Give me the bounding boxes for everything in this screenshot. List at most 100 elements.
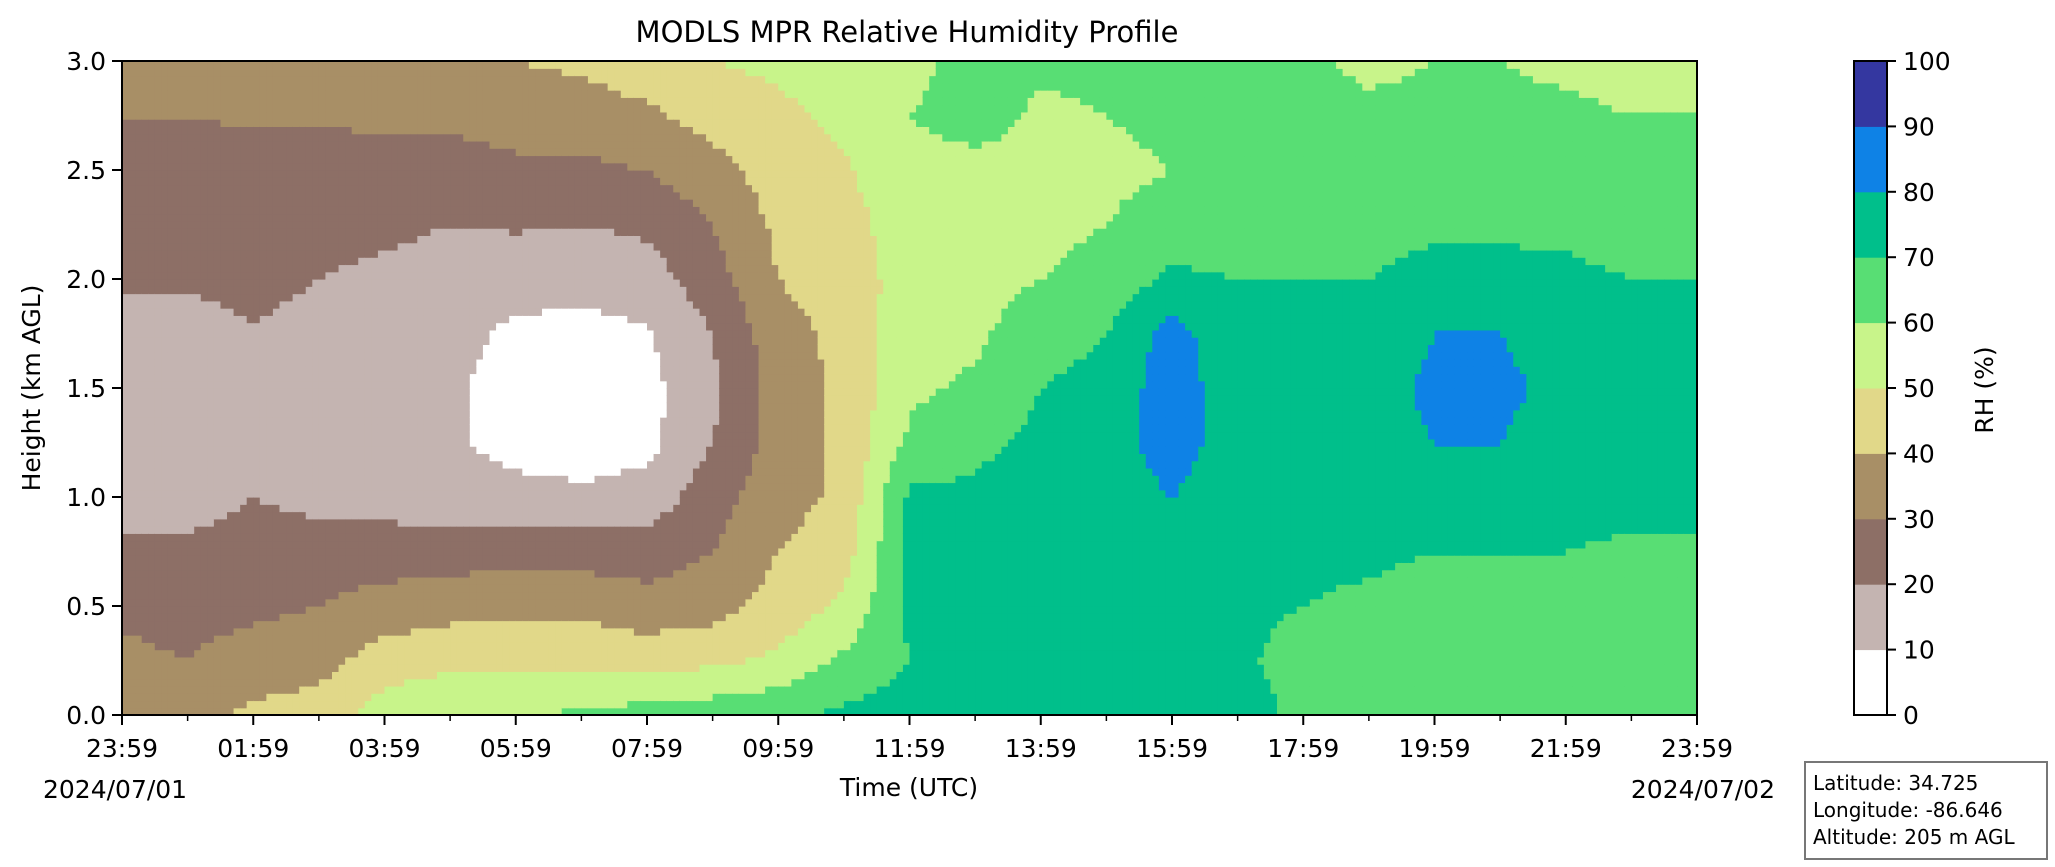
heatmap-cell [345,403,352,411]
heatmap-cell [319,388,326,396]
heatmap-cell [175,504,182,512]
heatmap-cell [483,432,490,440]
heatmap-cell [129,126,136,134]
heatmap-cell [306,294,313,302]
heatmap-cell [450,693,457,701]
heatmap-cell [122,76,129,84]
heatmap-cell [319,519,326,527]
heatmap-cell [227,664,234,672]
heatmap-cell [260,504,267,512]
heatmap-cell [266,395,273,403]
heatmap-cell [214,635,221,643]
heatmap-cell [161,199,168,207]
heatmap-cell [365,272,372,280]
heatmap-cell [122,432,129,440]
heatmap-cell [398,330,405,338]
heatmap-cell [266,359,273,367]
heatmap-cell [463,657,470,665]
heatmap-cell [345,475,352,483]
heatmap-cell [470,359,477,367]
heatmap-cell [437,279,444,287]
heatmap-cell [266,504,273,512]
heatmap-cell [437,76,444,84]
heatmap-cell [325,482,332,490]
heatmap-cell [260,642,267,650]
heatmap-cell [319,126,326,134]
heatmap-cell [391,264,398,272]
heatmap-cell [358,76,365,84]
heatmap-cell [332,214,339,222]
heatmap-cell [135,221,142,229]
heatmap-cell [319,177,326,185]
heatmap-cell [371,83,378,91]
heatmap-cell [142,671,149,679]
heatmap-cell [345,548,352,556]
heatmap-cell [247,657,254,665]
heatmap-cell [385,315,392,323]
heatmap-cell [358,155,365,163]
heatmap-cell [306,344,313,352]
heatmap-cell [253,468,260,476]
heatmap-cell [122,279,129,287]
heatmap-cell [207,439,214,447]
heatmap-cell [404,541,411,549]
heatmap-cell [293,628,300,636]
heatmap-cell [332,526,339,534]
heatmap-cell [220,61,227,69]
heatmap-cell [286,126,293,134]
heatmap-cell [220,453,227,461]
heatmap-cell [450,163,457,171]
heatmap-cell [155,533,162,541]
heatmap-cell [129,519,136,527]
heatmap-cell [207,548,214,556]
heatmap-cell [411,693,418,701]
heatmap-cell [444,548,451,556]
heatmap-cell [234,61,241,69]
heatmap-cell [430,134,437,142]
heatmap-cell [286,519,293,527]
heatmap-cell [339,512,346,520]
heatmap-cell [470,344,477,352]
heatmap-cell [385,548,392,556]
heatmap-cell [148,301,155,309]
heatmap-cell [385,693,392,701]
heatmap-cell [339,177,346,185]
heatmap-cell [135,373,142,381]
heatmap-cell [391,177,398,185]
heatmap-cell [378,468,385,476]
heatmap-cell [404,621,411,629]
heatmap-cell [332,272,339,280]
heatmap-cell [122,395,129,403]
heatmap-cell [470,679,477,687]
heatmap-cell [339,221,346,229]
heatmap-cell [148,533,155,541]
heatmap-cell [273,395,280,403]
heatmap-cell [417,606,424,614]
heatmap-cell [280,693,287,701]
heatmap-cell [398,163,405,171]
heatmap-cell [142,562,149,570]
heatmap-cell [214,250,221,258]
heatmap-cell [122,410,129,418]
heatmap-cell [299,657,306,665]
heatmap-cell [404,468,411,476]
heatmap-cell [175,163,182,171]
heatmap-cell [437,177,444,185]
heatmap-cell [181,279,188,287]
heatmap-cell [385,381,392,389]
heatmap-cell [306,562,313,570]
heatmap-cell [352,243,359,251]
heatmap-cell [220,206,227,214]
heatmap-cell [398,439,405,447]
heatmap-cell [339,330,346,338]
heatmap-cell [148,497,155,505]
heatmap-cell [161,141,168,149]
heatmap-cell [286,533,293,541]
heatmap-cell [437,403,444,411]
heatmap-cell [352,650,359,658]
heatmap-cell [293,323,300,331]
heatmap-cell [385,686,392,694]
heatmap-cell [371,359,378,367]
heatmap-cell [319,679,326,687]
heatmap-cell [253,359,260,367]
